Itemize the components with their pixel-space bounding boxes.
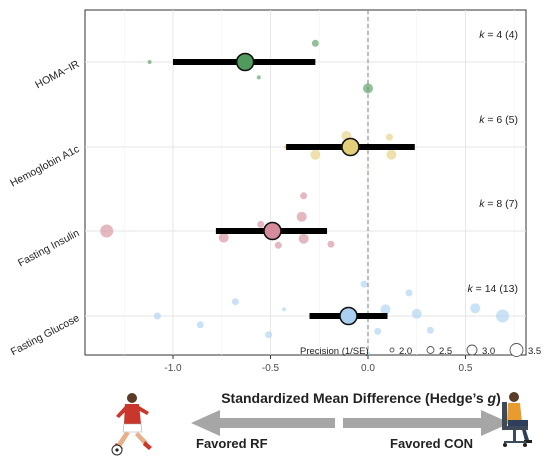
left-arrow — [191, 410, 335, 436]
category-label: HOMA−IR — [33, 58, 81, 91]
k-label: k = 14 (13) — [468, 283, 519, 295]
study-point — [385, 133, 393, 141]
study-point — [366, 166, 370, 170]
legend-size-label: 3.0 — [482, 346, 495, 357]
legend-size-label: 2.5 — [439, 346, 452, 357]
x-tick-label: 0.0 — [361, 363, 375, 374]
study-point — [231, 298, 239, 306]
study-point — [426, 326, 434, 334]
study-point — [405, 289, 413, 297]
study-point — [265, 331, 273, 339]
study-point — [360, 280, 368, 288]
study-point — [196, 321, 204, 329]
category-label: Fasting Glucose — [9, 312, 82, 358]
study-point — [327, 240, 335, 248]
study-point — [300, 192, 308, 200]
study-point — [311, 39, 319, 47]
x-axis-label: Standardized Mean Difference (Hedge’s g) — [221, 390, 501, 406]
study-point — [100, 224, 114, 238]
favored-rf-label: Favored RF — [196, 436, 268, 451]
pooled-estimates — [235, 52, 360, 326]
category-label: Fasting Insulin — [16, 227, 82, 269]
category-label: Hemoglobin A1c — [8, 143, 81, 189]
study-point — [411, 308, 422, 319]
x-axis-ticks: -1.0 -0.5 0.0 0.5 — [164, 355, 473, 374]
seated-person-icon — [502, 392, 532, 447]
study-point — [282, 307, 287, 312]
study-point — [380, 304, 391, 315]
study-point — [274, 241, 282, 249]
legend-size-circle — [466, 344, 478, 356]
plot-panel — [84, 9, 527, 356]
study-point — [153, 312, 161, 320]
legend-size-circle — [509, 343, 524, 357]
k-label: k = 8 (7) — [479, 198, 518, 210]
k-label: k = 6 (5) — [479, 114, 518, 126]
right-arrow — [343, 410, 510, 436]
x-tick-label: -0.5 — [262, 363, 280, 374]
study-point — [366, 351, 370, 356]
study-point — [218, 232, 229, 243]
study-point — [386, 149, 397, 160]
study-point — [147, 60, 152, 64]
study-point — [496, 309, 510, 323]
pooled-estimate-point — [263, 221, 282, 241]
favored-con-label: Favored CON — [390, 436, 473, 451]
study-point — [296, 211, 307, 222]
study-point — [363, 83, 373, 94]
legend-size-circle — [389, 347, 395, 353]
soccer-player-icon — [111, 393, 152, 456]
legend-size-circle — [426, 346, 435, 354]
precision-legend: Precision (1/SE) 2.0 2.5 3.0 3.5 — [300, 343, 541, 357]
pooled-estimate-point — [339, 306, 358, 326]
study-point — [257, 220, 265, 228]
study-point — [310, 149, 321, 160]
k-label: k = 4 (4) — [479, 29, 518, 41]
study-point — [470, 303, 481, 314]
pooled-estimate-point — [235, 52, 255, 72]
x-tick-label: 0.5 — [459, 363, 473, 374]
study-point — [256, 75, 261, 80]
x-tick-label: -1.0 — [164, 363, 182, 374]
study-points — [100, 39, 510, 356]
k-labels: k = 4 (4) k = 6 (5) k = 8 (7) k = 14 (13) — [468, 29, 519, 295]
study-point — [374, 327, 382, 335]
category-labels: HOMA−IR Hemoglobin A1c Fasting Insulin Fast… — [8, 58, 82, 358]
legend-size-label: 3.5 — [528, 346, 541, 357]
legend-title: Precision (1/SE) — [300, 346, 369, 357]
legend-size-label: 2.0 — [399, 346, 412, 357]
pooled-estimate-point — [341, 137, 360, 157]
study-point — [298, 233, 309, 244]
